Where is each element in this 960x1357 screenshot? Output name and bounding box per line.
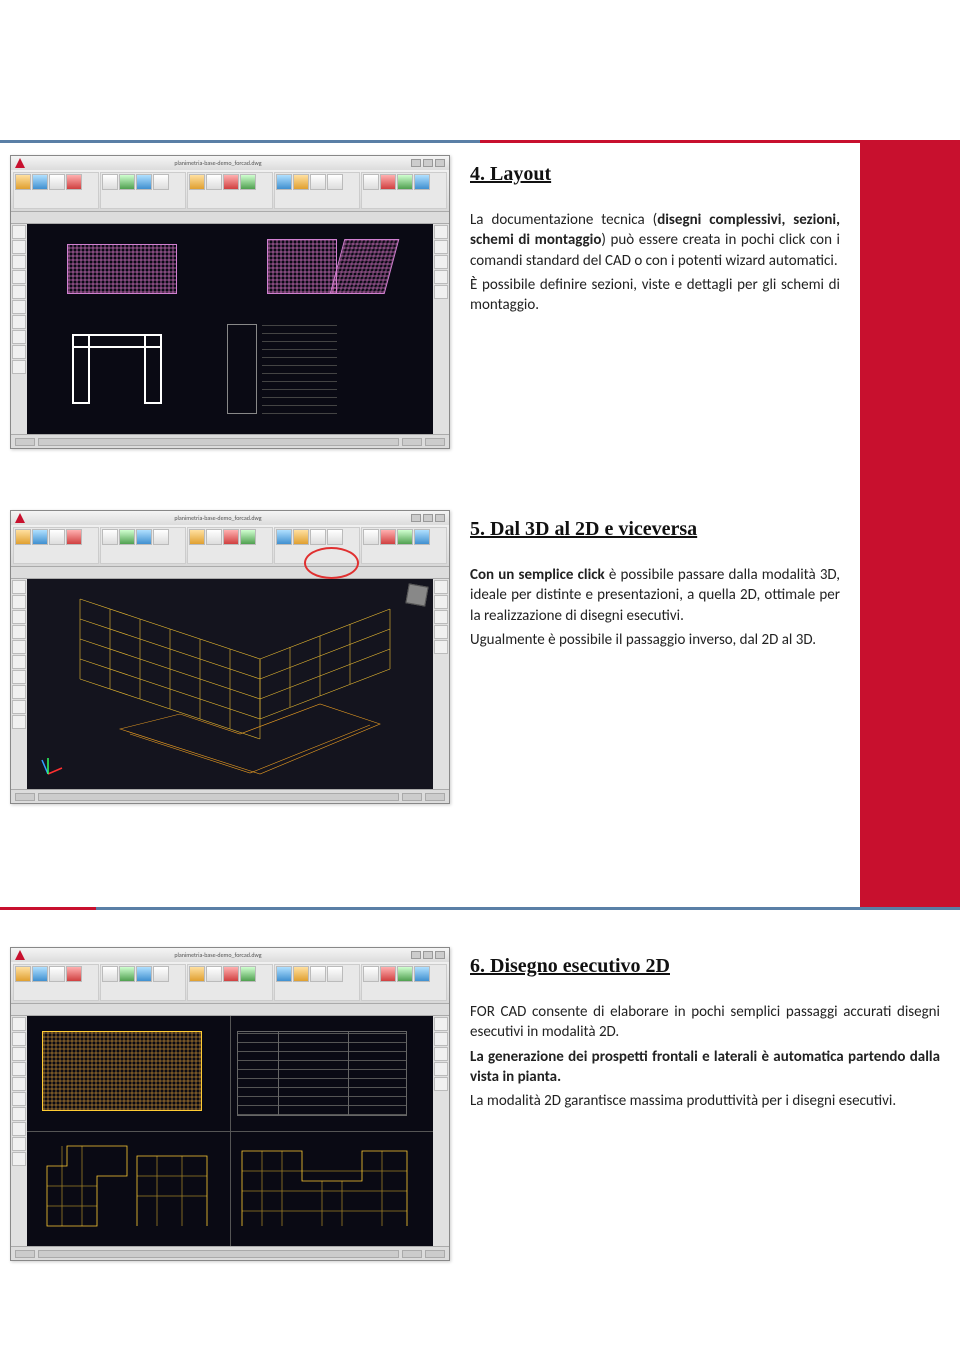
- cad-thumbnail-1: planimetria-base-demo_forcad.dwg: [10, 155, 450, 449]
- cad-right-toolbar: [433, 1016, 449, 1246]
- section-layout: planimetria-base-demo_forcad.dwg: [0, 155, 860, 449]
- section-text: 6. Disegno esecutivo 2D FOR CAD consente…: [470, 947, 940, 1261]
- max-icon: [423, 159, 433, 167]
- app-logo-icon: [15, 158, 25, 168]
- cad-canvas-2d: [27, 1016, 433, 1246]
- cad-window-title: planimetria-base-demo_forcad.dwg: [25, 951, 411, 959]
- cad-thumbnail-2: planimetria-base-demo_forcad.dwg: [10, 510, 450, 804]
- document-page: planimetria-base-demo_forcad.dwg: [0, 0, 960, 1357]
- cad-left-toolbar: [11, 1016, 27, 1246]
- cad-window-title: planimetria-base-demo_forcad.dwg: [25, 514, 411, 522]
- cad-canvas-3d: [27, 579, 433, 789]
- red-sidebar: [860, 140, 960, 910]
- body-para: La documentazione tecnica (disegni compl…: [470, 210, 840, 271]
- cad-tabbar: [11, 212, 449, 224]
- cad-ribbon: [11, 962, 449, 1004]
- cad-ribbon: [11, 525, 449, 567]
- top-divider: [0, 140, 960, 143]
- max-icon: [423, 514, 433, 522]
- section-title: 4. Layout: [470, 163, 840, 186]
- cad-titlebar: planimetria-base-demo_forcad.dwg: [11, 948, 449, 962]
- app-logo-icon: [15, 513, 25, 523]
- cad-right-toolbar: [433, 224, 449, 434]
- cad-window-title: planimetria-base-demo_forcad.dwg: [25, 159, 411, 167]
- section-title: 5. Dal 3D al 2D e viceversa: [470, 518, 840, 541]
- cad-tabbar: [11, 1004, 449, 1016]
- body-para: Ugualmente è possibile il passaggio inve…: [470, 630, 840, 650]
- app-logo-icon: [15, 950, 25, 960]
- min-icon: [411, 514, 421, 522]
- cad-left-toolbar: [11, 224, 27, 434]
- cad-titlebar: planimetria-base-demo_forcad.dwg: [11, 156, 449, 170]
- mid-divider: [0, 907, 960, 910]
- cad-ribbon: [11, 170, 449, 212]
- highlight-ellipse-icon: [304, 547, 359, 579]
- section-text: 5. Dal 3D al 2D e viceversa Con un sempl…: [470, 510, 840, 804]
- section-body: Con un semplice click è possibile passar…: [470, 565, 840, 650]
- close-icon: [435, 514, 445, 522]
- section-body: FOR CAD consente di elaborare in pochi s…: [470, 1002, 940, 1111]
- cad-titlebar: planimetria-base-demo_forcad.dwg: [11, 511, 449, 525]
- cad-window: planimetria-base-demo_forcad.dwg: [10, 947, 450, 1261]
- body-para: La modalità 2D garantisce massima produt…: [470, 1091, 940, 1111]
- min-icon: [411, 159, 421, 167]
- cad-tabbar: [11, 567, 449, 579]
- close-icon: [435, 951, 445, 959]
- cad-window: planimetria-base-demo_forcad.dwg: [10, 155, 450, 449]
- cad-statusbar: [11, 1246, 449, 1260]
- max-icon: [423, 951, 433, 959]
- cad-left-toolbar: [11, 579, 27, 789]
- section-body: La documentazione tecnica (disegni compl…: [470, 210, 840, 315]
- body-para: FOR CAD consente di elaborare in pochi s…: [470, 1002, 940, 1043]
- section-text: 4. Layout La documentazione tecnica (dis…: [470, 155, 840, 449]
- body-para: È possibile definire sezioni, viste e de…: [470, 275, 840, 316]
- cad-window: planimetria-base-demo_forcad.dwg: [10, 510, 450, 804]
- cad-right-toolbar: [433, 579, 449, 789]
- section-title: 6. Disegno esecutivo 2D: [470, 955, 940, 978]
- cad-canvas: [27, 224, 433, 434]
- cad-thumbnail-3: planimetria-base-demo_forcad.dwg: [10, 947, 450, 1261]
- body-para: Con un semplice click è possibile passar…: [470, 565, 840, 626]
- close-icon: [435, 159, 445, 167]
- body-para: La generazione dei prospetti frontali e …: [470, 1047, 940, 1088]
- cad-statusbar: [11, 434, 449, 448]
- section-3d2d: planimetria-base-demo_forcad.dwg: [0, 510, 860, 804]
- section-esecutivo: planimetria-base-demo_forcad.dwg: [0, 947, 960, 1261]
- cad-statusbar: [11, 789, 449, 803]
- min-icon: [411, 951, 421, 959]
